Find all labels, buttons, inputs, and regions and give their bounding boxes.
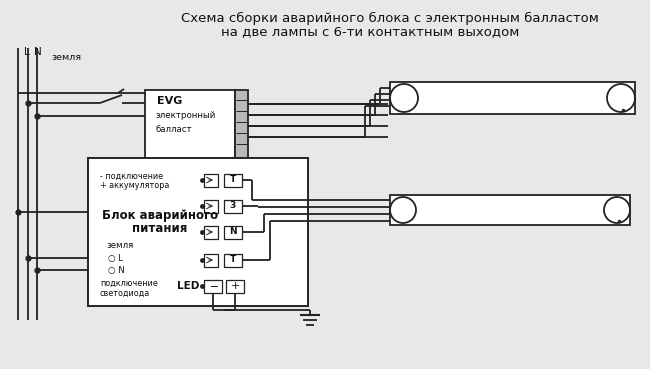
Text: + аккумулятора: + аккумулятора [100, 182, 170, 190]
Text: балласт: балласт [155, 124, 192, 134]
Text: 3: 3 [230, 201, 236, 210]
Bar [224, 254, 242, 267]
Text: Т: Т [230, 255, 236, 265]
Text: питания: питания [133, 223, 188, 235]
Text: - подключение: - подключение [100, 172, 163, 180]
Text: EVG: EVG [157, 96, 183, 106]
Bar [224, 200, 242, 213]
Text: на две лампы с 6-ти контактным выходом: на две лампы с 6-ти контактным выходом [221, 25, 519, 38]
Text: N: N [34, 47, 42, 57]
Text: +: + [230, 281, 240, 291]
Bar [390, 82, 635, 114]
Text: земля: земля [51, 54, 81, 62]
Text: электронный: электронный [155, 111, 215, 121]
Bar [88, 158, 308, 306]
Bar [204, 200, 218, 213]
Text: Блок аварийного: Блок аварийного [102, 210, 218, 223]
Bar [204, 280, 222, 293]
Text: ○ N: ○ N [108, 266, 125, 275]
Bar [226, 280, 244, 293]
Bar [224, 174, 242, 187]
Text: L: L [24, 47, 30, 57]
Bar [145, 90, 235, 160]
Bar [204, 226, 218, 239]
Text: Схема сборки аварийного блока с электронным балластом: Схема сборки аварийного блока с электрон… [181, 11, 599, 25]
Text: ─: ─ [209, 281, 216, 291]
Text: ○ L: ○ L [108, 254, 123, 262]
Text: N: N [229, 228, 237, 237]
Text: светодиода: светодиода [100, 289, 150, 297]
Bar [204, 174, 218, 187]
Text: подключение: подключение [100, 279, 158, 287]
Text: LED: LED [177, 281, 199, 291]
Bar [235, 90, 248, 160]
Bar [390, 195, 630, 225]
Text: земля: земля [107, 241, 134, 251]
Text: Т: Т [230, 176, 236, 184]
Bar [224, 226, 242, 239]
Bar [204, 254, 218, 267]
